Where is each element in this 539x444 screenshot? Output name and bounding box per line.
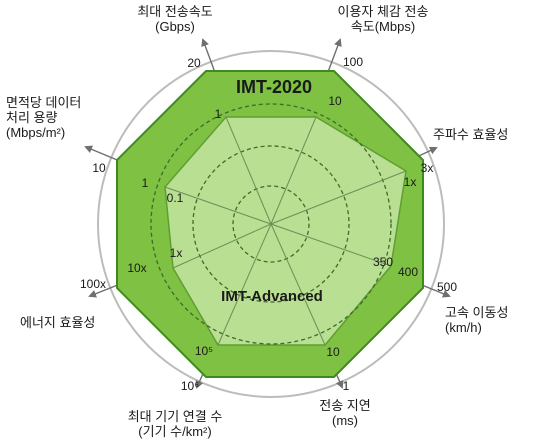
latency-imt-advanced-value: 10 (326, 345, 340, 359)
mobility-imt2020-value: 500 (437, 280, 457, 294)
spokes (164, 116, 407, 346)
energy-inner-value: 1x (170, 246, 183, 260)
label-line: 최대 전송속도 (137, 4, 213, 19)
user-rate-imt-advanced-value: 10 (328, 94, 342, 108)
density-imt-advanced-value: 10⁵ (195, 344, 213, 358)
latency-imt2020-value: 1 (343, 379, 350, 393)
peak-rate-imt-advanced-value: 1 (215, 107, 222, 121)
label-line: 에너지 효율성 (20, 315, 96, 330)
peak-rate-imt2020-value: 20 (187, 56, 201, 70)
dashed-circle-middle (192, 145, 350, 303)
spectral-imt-advanced-value: 1x (404, 175, 417, 189)
spectral-imt2020-value: 3x (421, 161, 434, 175)
user-rate-imt2020-value: 100 (343, 55, 363, 69)
axis-label-spectral-efficiency: 주파수 효율성 (433, 127, 508, 142)
area-traffic-imt2020-value: 10 (92, 161, 106, 175)
outer-ring (97, 50, 445, 398)
area-traffic-inner-value: 0.1 (167, 191, 184, 205)
mobility-imt-advanced-value: 350 (373, 255, 393, 269)
label-line: 면적당 데이터 (6, 95, 82, 110)
peak-rate-spoke (225, 116, 272, 225)
energy-imt-advanced-value: 10x (127, 261, 146, 275)
axis-label-connection-density: 최대 기기 연결 수 (기기 수/km²) (100, 409, 250, 439)
density-imt2020-value: 10⁶ (181, 379, 199, 393)
imt2020-title: IMT-2020 (236, 77, 312, 97)
imt-advanced-title: IMT-Advanced (221, 288, 323, 305)
label-line: 속도(Mbps) (350, 19, 416, 34)
energy-efficiency-spoke (172, 223, 272, 269)
area-traffic-spoke (164, 186, 272, 225)
label-line: 고속 이동성 (445, 305, 509, 320)
area-traffic-imt-advanced-value: 1 (142, 176, 149, 190)
label-line: 주파수 효율성 (433, 127, 509, 142)
label-line: 최대 기기 연결 수 (127, 409, 223, 424)
label-line: (기기 수/km²) (138, 424, 212, 439)
spectral-efficiency-spoke (270, 170, 407, 225)
axis-label-mobility: 고속 이동성 (km/h) (445, 305, 508, 335)
axis-label-latency: 전송 지연 (ms) (305, 398, 385, 428)
label-line: (Gbps) (155, 19, 195, 34)
user-rate-spoke (270, 116, 317, 225)
label-line: (km/h) (445, 320, 482, 335)
axis-label-area-traffic: 면적당 데이터 처리 용량 (Mbps/m²) (6, 95, 81, 140)
label-line: 이용자 체감 전송 (337, 4, 429, 19)
label-line: (Mbps/m²) (6, 125, 66, 140)
connection-density-spoke (217, 223, 272, 346)
axis-label-energy-efficiency: 에너지 효율성 (20, 315, 95, 330)
label-line: 처리 용량 (6, 110, 58, 125)
label-line: 전송 지연 (319, 398, 371, 413)
label-line: (ms) (332, 413, 358, 428)
axis-label-user-rate: 이용자 체감 전송 속도(Mbps) (308, 4, 458, 34)
latency-spoke (270, 223, 326, 346)
dashed-circle-inner (232, 185, 310, 263)
mobility-mid-value: 400 (398, 265, 418, 279)
energy-imt2020-value: 100x (80, 277, 106, 291)
mobility-spoke (270, 223, 392, 267)
axis-label-peak-rate: 최대 전송속도 (Gbps) (100, 4, 250, 34)
dashed-circle-outer (150, 103, 392, 345)
